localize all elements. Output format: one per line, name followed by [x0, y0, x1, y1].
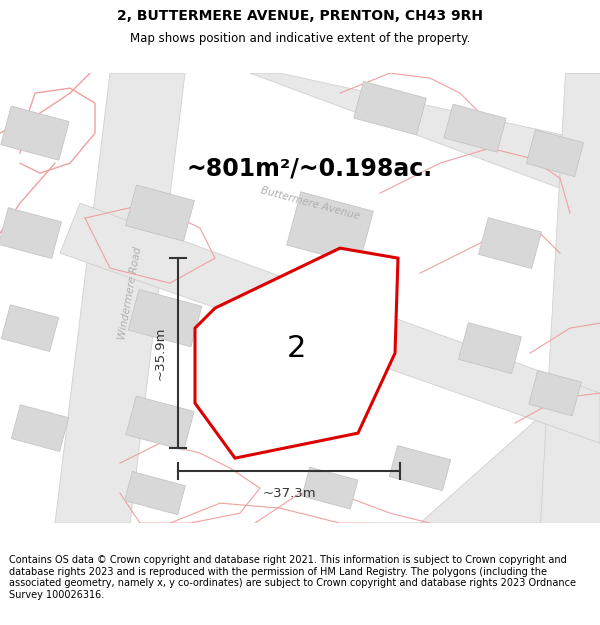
Text: ~37.3m: ~37.3m	[262, 487, 316, 499]
Polygon shape	[526, 130, 584, 176]
Polygon shape	[287, 192, 373, 264]
Polygon shape	[370, 363, 600, 523]
Text: Map shows position and indicative extent of the property.: Map shows position and indicative extent…	[130, 32, 470, 46]
Text: Windermere Road: Windermere Road	[117, 246, 143, 340]
Polygon shape	[540, 73, 600, 523]
Polygon shape	[529, 371, 581, 416]
Polygon shape	[128, 289, 202, 347]
Polygon shape	[60, 203, 600, 443]
Text: Buttermere Avenue: Buttermere Avenue	[259, 185, 361, 221]
Polygon shape	[0, 208, 61, 259]
Polygon shape	[125, 185, 194, 241]
Polygon shape	[353, 81, 427, 135]
Text: 2: 2	[287, 334, 306, 363]
Polygon shape	[389, 446, 451, 491]
Polygon shape	[444, 104, 506, 152]
Polygon shape	[55, 73, 185, 523]
Text: ~801m²/~0.198ac.: ~801m²/~0.198ac.	[187, 156, 433, 180]
Polygon shape	[250, 73, 600, 203]
Polygon shape	[126, 396, 194, 450]
Text: Contains OS data © Crown copyright and database right 2021. This information is : Contains OS data © Crown copyright and d…	[9, 555, 576, 600]
Text: 2, BUTTERMERE AVENUE, PRENTON, CH43 9RH: 2, BUTTERMERE AVENUE, PRENTON, CH43 9RH	[117, 9, 483, 23]
Text: ~35.9m: ~35.9m	[154, 326, 167, 380]
Polygon shape	[1, 106, 69, 160]
Polygon shape	[11, 405, 68, 451]
Polygon shape	[458, 322, 521, 374]
Polygon shape	[1, 305, 59, 351]
Polygon shape	[479, 217, 541, 269]
Polygon shape	[195, 248, 398, 458]
Polygon shape	[302, 467, 358, 509]
Polygon shape	[125, 471, 185, 515]
